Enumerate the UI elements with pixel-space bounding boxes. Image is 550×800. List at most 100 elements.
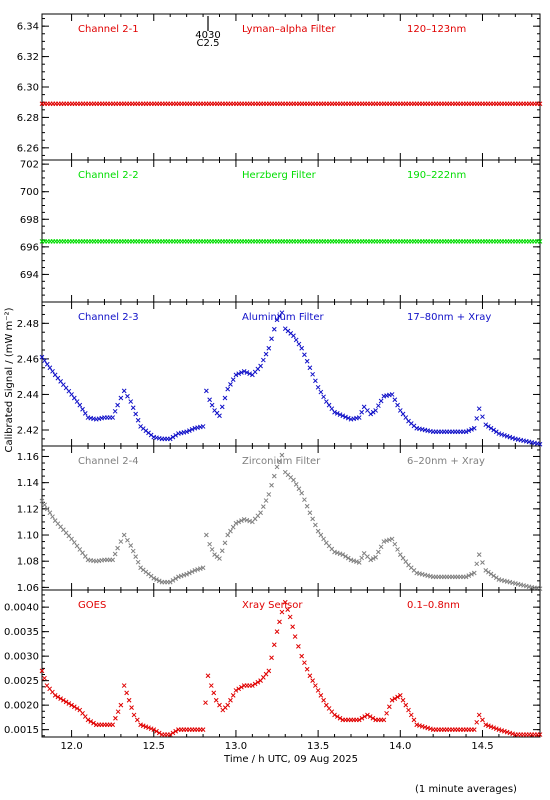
panel-label: 6–20nm + Xray [407, 456, 485, 467]
y-tick-label: 1.16 [17, 452, 39, 463]
data-point [313, 522, 318, 528]
data-point [121, 388, 127, 394]
data-point [131, 712, 137, 718]
data-point [74, 399, 80, 404]
data-point [376, 549, 381, 555]
data-point [69, 702, 74, 708]
y-axis-label: Calibrated Signal / (mW m⁻²) [4, 307, 15, 452]
data-point [334, 714, 340, 719]
y-tick-label: 6.28 [17, 113, 39, 124]
data-point [392, 397, 398, 403]
data-point [69, 536, 74, 542]
data-point [63, 699, 69, 705]
data-point [204, 532, 209, 538]
panel-1: Channel 2-1 Lyman–alpha Filter 120–123nm 6.… [17, 13, 543, 161]
data-point [200, 424, 206, 429]
data-point [184, 429, 189, 435]
data-point [225, 702, 231, 708]
data-point [389, 697, 395, 703]
panel-frame [41, 445, 541, 591]
data-point [146, 725, 151, 731]
data-point [537, 732, 543, 737]
data-point [469, 571, 474, 577]
panel-label: 0.1–0.8nm [407, 600, 460, 611]
data-point [493, 575, 499, 581]
data-series [39, 452, 543, 592]
data-point [50, 368, 55, 374]
data-point [230, 692, 236, 698]
data-point [332, 409, 337, 415]
data-point [368, 557, 374, 563]
data-point [44, 506, 50, 512]
data-point [282, 599, 288, 605]
data-point [310, 516, 315, 522]
data-point [291, 333, 296, 339]
x-tick-label: 14.5 [471, 741, 493, 752]
data-point [118, 539, 124, 544]
data-point [170, 434, 176, 440]
data-point [488, 425, 494, 431]
data-series [39, 238, 543, 244]
data-point [304, 358, 310, 364]
data-point [491, 573, 497, 579]
data-point [323, 399, 329, 404]
data-point [507, 434, 513, 440]
data-point [362, 714, 368, 719]
data-point [44, 361, 50, 367]
data-point [167, 436, 173, 442]
data-point [537, 238, 543, 244]
data-point [279, 609, 285, 615]
data-point [200, 565, 206, 571]
data-point [74, 543, 80, 549]
data-point [128, 543, 134, 548]
data-point [499, 432, 505, 437]
data-point [50, 514, 55, 520]
data-point [42, 675, 47, 681]
data-point [389, 536, 395, 542]
data-point [154, 577, 159, 582]
data-point [230, 524, 236, 530]
y-tick-label: 6.30 [17, 83, 39, 94]
data-point [125, 537, 130, 543]
data-point [110, 415, 116, 420]
data-point [340, 552, 346, 558]
event-marker: 4030 C2.5 [195, 16, 221, 49]
data-point [247, 518, 252, 524]
data-point [406, 707, 411, 713]
data-point [170, 730, 176, 736]
data-point [266, 492, 272, 497]
data-point [504, 433, 510, 439]
data-point [134, 717, 140, 723]
data-point [239, 518, 244, 523]
data-point [271, 642, 277, 648]
data-point [269, 336, 274, 342]
data-point [207, 397, 212, 403]
data-point [365, 408, 370, 413]
data-point [125, 393, 130, 399]
data-point [219, 548, 225, 554]
y-tick-label: 2.42 [17, 426, 39, 437]
y-tick-label: 2.48 [17, 319, 39, 330]
data-point [313, 683, 318, 688]
data-point [488, 571, 494, 577]
data-point [302, 497, 307, 503]
data-point [296, 643, 301, 649]
data-point [130, 548, 136, 554]
data-point [293, 482, 299, 487]
data-point [230, 377, 236, 382]
chart-panels: Channel 2-1 Lyman–alpha Filter 120–123nm 6.… [4, 13, 543, 738]
data-point [47, 365, 53, 371]
y-tick-label: 0.0040 [4, 603, 39, 614]
data-point [258, 363, 263, 369]
data-point [189, 427, 195, 432]
data-point [112, 551, 118, 557]
data-point [356, 717, 362, 723]
data-point [113, 715, 118, 721]
data-point [392, 696, 398, 701]
data-point [110, 722, 116, 728]
data-point [507, 730, 513, 736]
data-series [39, 599, 543, 737]
data-point [332, 712, 337, 718]
panel-label: GOES [78, 600, 106, 611]
data-point [277, 313, 282, 319]
